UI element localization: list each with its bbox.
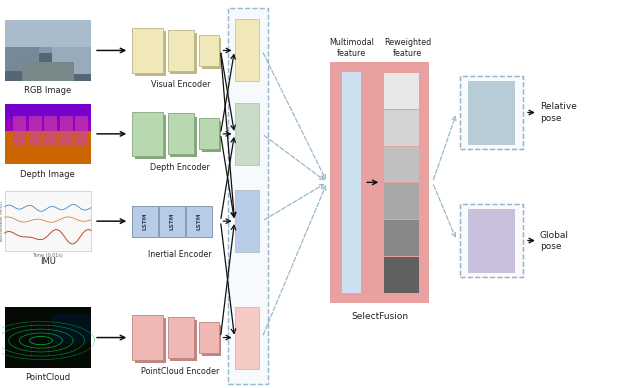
FancyBboxPatch shape xyxy=(234,19,259,81)
Text: Multimodal
feature: Multimodal feature xyxy=(329,38,374,58)
FancyBboxPatch shape xyxy=(159,206,185,237)
FancyBboxPatch shape xyxy=(135,318,166,363)
FancyBboxPatch shape xyxy=(330,62,429,303)
Text: Reweighted
feature: Reweighted feature xyxy=(384,38,431,58)
Text: Depth Encoder: Depth Encoder xyxy=(150,163,210,172)
FancyBboxPatch shape xyxy=(170,116,197,158)
FancyBboxPatch shape xyxy=(468,209,515,272)
FancyBboxPatch shape xyxy=(52,35,91,74)
FancyBboxPatch shape xyxy=(4,35,39,71)
Text: IMU: IMU xyxy=(40,257,56,266)
FancyBboxPatch shape xyxy=(342,72,361,293)
Text: LSTM: LSTM xyxy=(143,212,148,230)
Text: Inertial Encoder: Inertial Encoder xyxy=(148,250,212,259)
FancyBboxPatch shape xyxy=(4,20,91,81)
FancyBboxPatch shape xyxy=(132,28,163,73)
Text: PointCloud Encoder: PointCloud Encoder xyxy=(141,367,220,376)
FancyBboxPatch shape xyxy=(234,190,259,252)
FancyBboxPatch shape xyxy=(132,112,163,156)
FancyBboxPatch shape xyxy=(170,33,197,74)
FancyBboxPatch shape xyxy=(200,35,219,66)
FancyBboxPatch shape xyxy=(202,325,221,356)
FancyBboxPatch shape xyxy=(29,116,42,146)
FancyBboxPatch shape xyxy=(168,317,195,358)
FancyBboxPatch shape xyxy=(228,8,268,384)
Text: Relative
pose: Relative pose xyxy=(540,102,577,123)
FancyBboxPatch shape xyxy=(202,38,221,69)
FancyBboxPatch shape xyxy=(4,307,91,368)
FancyBboxPatch shape xyxy=(468,81,515,145)
FancyBboxPatch shape xyxy=(76,116,88,146)
FancyBboxPatch shape xyxy=(168,30,195,71)
FancyBboxPatch shape xyxy=(135,31,166,76)
FancyBboxPatch shape xyxy=(384,73,419,109)
FancyBboxPatch shape xyxy=(60,116,73,146)
FancyBboxPatch shape xyxy=(168,113,195,154)
FancyBboxPatch shape xyxy=(22,62,74,81)
FancyBboxPatch shape xyxy=(234,103,259,165)
FancyBboxPatch shape xyxy=(186,206,212,237)
FancyBboxPatch shape xyxy=(384,257,419,293)
FancyBboxPatch shape xyxy=(200,118,219,149)
Text: Depth Image: Depth Image xyxy=(20,170,75,179)
Text: Acceleration (m/s2): Acceleration (m/s2) xyxy=(0,201,4,241)
FancyBboxPatch shape xyxy=(44,116,57,146)
Text: Visual Encoder: Visual Encoder xyxy=(150,80,210,88)
FancyBboxPatch shape xyxy=(202,121,221,152)
FancyBboxPatch shape xyxy=(460,204,523,277)
FancyBboxPatch shape xyxy=(460,76,523,149)
FancyBboxPatch shape xyxy=(4,104,91,131)
FancyBboxPatch shape xyxy=(13,116,26,146)
FancyBboxPatch shape xyxy=(4,54,91,81)
FancyBboxPatch shape xyxy=(52,314,91,344)
Text: SelectFusion: SelectFusion xyxy=(351,312,408,321)
FancyBboxPatch shape xyxy=(4,20,91,47)
FancyBboxPatch shape xyxy=(4,104,91,164)
FancyBboxPatch shape xyxy=(132,206,158,237)
Text: LSTM: LSTM xyxy=(196,212,202,230)
FancyBboxPatch shape xyxy=(384,184,419,219)
FancyBboxPatch shape xyxy=(170,320,197,361)
FancyBboxPatch shape xyxy=(200,322,219,353)
FancyBboxPatch shape xyxy=(4,191,91,251)
FancyBboxPatch shape xyxy=(132,315,163,360)
FancyBboxPatch shape xyxy=(135,115,166,159)
Text: PointCloud: PointCloud xyxy=(25,373,70,383)
Text: Global
pose: Global pose xyxy=(540,230,569,251)
FancyBboxPatch shape xyxy=(4,104,91,119)
FancyBboxPatch shape xyxy=(384,110,419,146)
FancyBboxPatch shape xyxy=(384,147,419,182)
FancyBboxPatch shape xyxy=(384,220,419,256)
Text: LSTM: LSTM xyxy=(170,212,175,230)
Text: Time (0.01s): Time (0.01s) xyxy=(33,253,63,258)
Text: RGB Image: RGB Image xyxy=(24,86,72,95)
FancyBboxPatch shape xyxy=(234,307,259,369)
